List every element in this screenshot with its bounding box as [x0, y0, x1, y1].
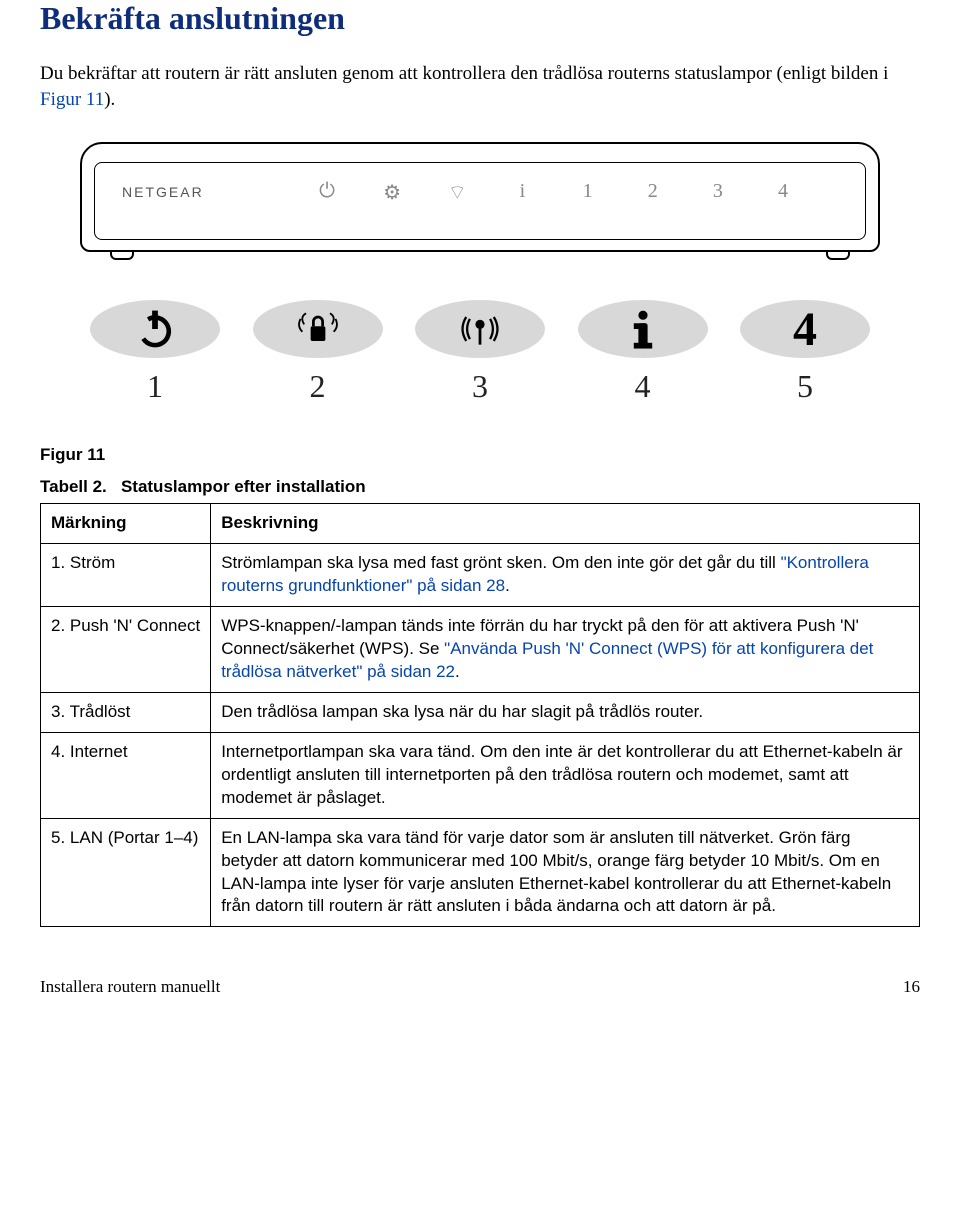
page-footer: Installera routern manuellt 16: [40, 977, 920, 997]
lan4-small-label: 4: [768, 180, 798, 205]
lan3-small-label: 3: [703, 180, 733, 205]
callout-5: 5: [740, 368, 870, 405]
table-row: 3. Trådlöst Den trådlösa lampan ska lysa…: [41, 692, 920, 732]
table-row: 5. LAN (Portar 1–4) En LAN-lampa ska var…: [41, 818, 920, 927]
table-caption: Tabell 2. Statuslampor efter installatio…: [40, 477, 920, 497]
info-small-icon: i: [507, 180, 537, 205]
router-figure: NETGEAR ⏻ ⚙ ⌔ i 1 2 3 4: [40, 142, 920, 405]
row3-desc: Den trådlösa lampan ska lysa när du har …: [211, 692, 920, 732]
intro-text-post: ).: [104, 89, 115, 110]
footer-section: Installera routern manuellt: [40, 977, 220, 997]
page-heading: Bekräfta anslutningen: [40, 0, 920, 37]
th-desc: Beskrivning: [211, 504, 920, 544]
lan2-small-label: 2: [638, 180, 668, 205]
figure-caption: Figur 11: [40, 445, 920, 465]
lan1-small-label: 1: [573, 180, 603, 205]
router-brand-label: NETGEAR: [122, 184, 204, 200]
table-row: 1. Ström Strömlampan ska lysa med fast g…: [41, 544, 920, 607]
th-label: Märkning: [41, 504, 211, 544]
row4-label: 4. Internet: [41, 732, 211, 818]
row2-label: 2. Push 'N' Connect: [41, 607, 211, 693]
info-icon: [578, 300, 708, 358]
row1-desc: Strömlampan ska lysa med fast grönt sken…: [211, 544, 920, 607]
row2-desc: WPS-knappen/-lampan tänds inte förrän du…: [211, 607, 920, 693]
wireless-icon: [415, 300, 545, 358]
router-top-icons: ⏻ ⚙ ⌔ i 1 2 3 4: [312, 180, 798, 205]
callout-2: 2: [253, 368, 383, 405]
wps-lock-icon: [253, 300, 383, 358]
row1-label: 1. Ström: [41, 544, 211, 607]
router-outline: NETGEAR ⏻ ⚙ ⌔ i 1 2 3 4: [80, 142, 880, 252]
table-row: 4. Internet Internetportlampan ska vara …: [41, 732, 920, 818]
row1-post: .: [505, 576, 510, 595]
row2-post: .: [455, 662, 460, 681]
button-row: 1 2: [80, 300, 880, 405]
row5-label: 5. LAN (Portar 1–4): [41, 818, 211, 927]
lan4-label-icon: 4: [740, 300, 870, 358]
table-row: 2. Push 'N' Connect WPS-knappen/-lampan …: [41, 607, 920, 693]
power-small-icon: ⏻: [312, 180, 342, 205]
row4-desc: Internetportlampan ska vara tänd. Om den…: [211, 732, 920, 818]
table-caption-num: Tabell 2.: [40, 477, 107, 496]
status-table: Märkning Beskrivning 1. Ström Strömlampa…: [40, 503, 920, 927]
callout-3: 3: [415, 368, 545, 405]
callout-4: 4: [578, 368, 708, 405]
power-icon: [90, 300, 220, 358]
callout-1: 1: [90, 368, 220, 405]
wps-small-icon: ⚙: [377, 180, 407, 205]
row5-desc: En LAN-lampa ska vara tänd för varje dat…: [211, 818, 920, 927]
wifi-small-icon: ⌔: [442, 180, 472, 205]
footer-page-number: 16: [903, 977, 920, 997]
intro-text-pre: Du bekräftar att routern är rätt anslute…: [40, 63, 888, 84]
row1-pre: Strömlampan ska lysa med fast grönt sken…: [221, 553, 780, 572]
table-caption-text: Statuslampor efter installation: [121, 477, 366, 496]
row3-label: 3. Trådlöst: [41, 692, 211, 732]
intro-paragraph: Du bekräftar att routern är rätt anslute…: [40, 61, 920, 112]
figure-ref-link[interactable]: Figur 11: [40, 89, 104, 110]
table-header-row: Märkning Beskrivning: [41, 504, 920, 544]
